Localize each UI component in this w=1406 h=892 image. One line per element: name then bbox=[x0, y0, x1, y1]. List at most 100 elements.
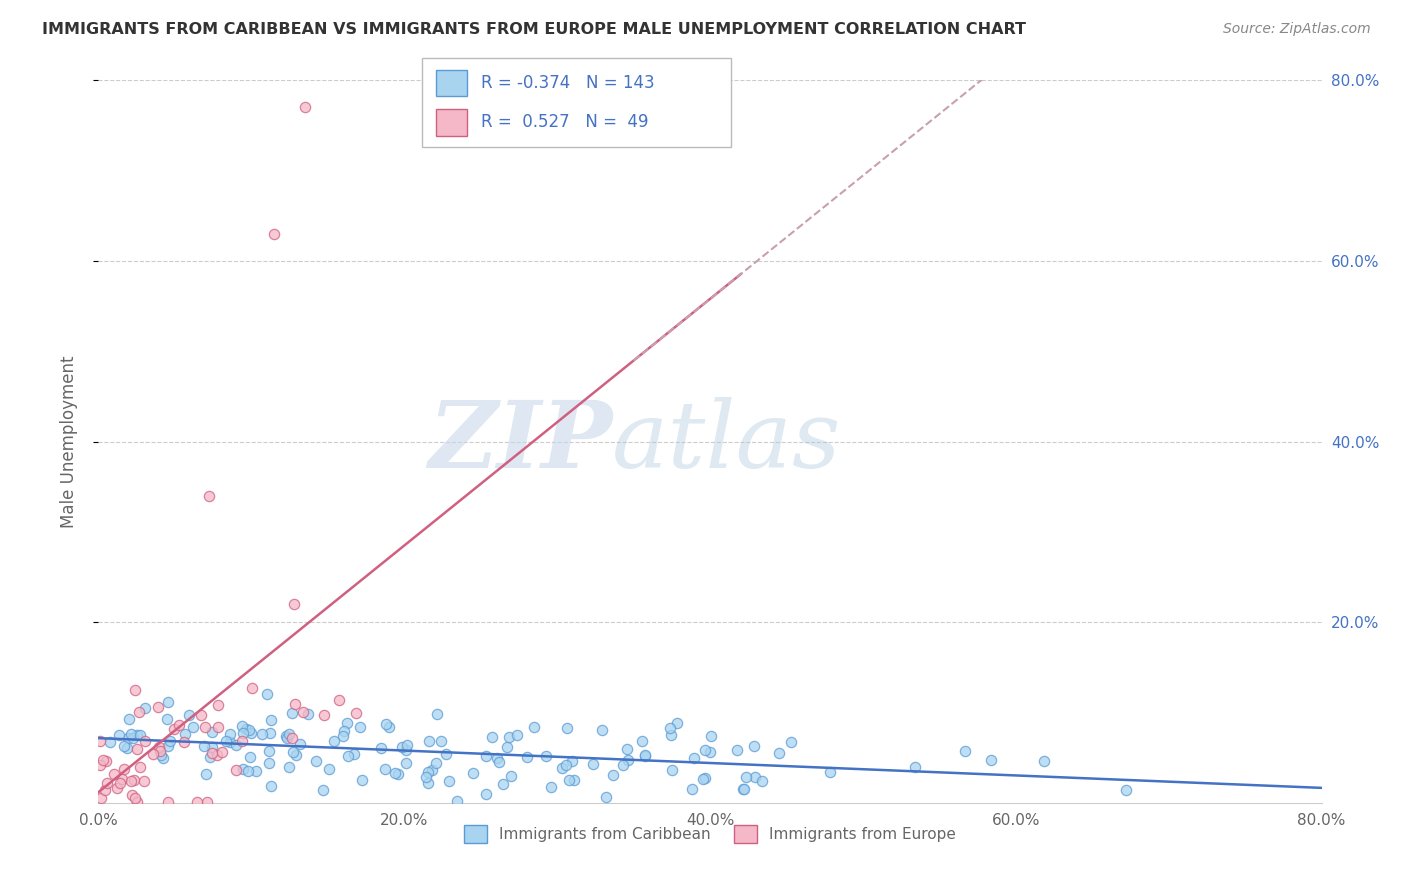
Text: R = -0.374   N = 143: R = -0.374 N = 143 bbox=[481, 74, 654, 92]
Point bbox=[129, 728, 152, 742]
Point bbox=[198, 750, 221, 764]
Point bbox=[201, 724, 224, 739]
Point bbox=[122, 772, 145, 787]
Point bbox=[734, 770, 756, 784]
Point bbox=[481, 730, 503, 744]
Point bbox=[156, 713, 179, 727]
Point bbox=[506, 728, 529, 742]
Point bbox=[278, 727, 301, 741]
Point bbox=[661, 763, 683, 777]
Point bbox=[318, 763, 340, 777]
Point bbox=[616, 753, 638, 767]
Point bbox=[173, 727, 195, 741]
Text: R =  0.527   N =  49: R = 0.527 N = 49 bbox=[481, 113, 648, 131]
Point bbox=[142, 747, 165, 762]
Point bbox=[103, 766, 125, 780]
Point bbox=[634, 748, 657, 763]
Point bbox=[215, 734, 238, 748]
Point bbox=[238, 723, 260, 737]
Point bbox=[312, 782, 335, 797]
Point bbox=[492, 776, 515, 790]
Point bbox=[659, 721, 682, 735]
Point bbox=[197, 489, 219, 503]
Point bbox=[903, 760, 925, 774]
Point bbox=[231, 719, 253, 733]
Point bbox=[205, 748, 228, 763]
Point bbox=[558, 773, 581, 788]
Point bbox=[117, 731, 139, 746]
Point bbox=[121, 731, 143, 745]
Point bbox=[731, 781, 754, 796]
Point bbox=[418, 764, 440, 779]
Point bbox=[156, 739, 179, 753]
Point bbox=[149, 744, 172, 758]
Point bbox=[659, 728, 682, 742]
Point bbox=[112, 762, 135, 776]
Point bbox=[631, 734, 654, 748]
Point bbox=[562, 772, 585, 787]
Point bbox=[108, 776, 131, 790]
Point bbox=[94, 783, 117, 797]
Point bbox=[195, 795, 218, 809]
Point bbox=[276, 731, 298, 745]
Point bbox=[124, 791, 146, 805]
Point bbox=[475, 788, 498, 802]
Point bbox=[699, 745, 721, 759]
Point bbox=[733, 781, 755, 796]
Point bbox=[146, 700, 169, 714]
Point bbox=[534, 749, 557, 764]
Point bbox=[259, 714, 281, 728]
Point bbox=[193, 739, 215, 753]
Point bbox=[107, 728, 129, 742]
Point bbox=[751, 773, 773, 788]
Point bbox=[488, 755, 510, 769]
Point bbox=[555, 758, 578, 772]
Point bbox=[498, 731, 520, 745]
Point bbox=[232, 763, 254, 777]
Point bbox=[186, 795, 208, 809]
Point bbox=[207, 698, 229, 713]
Point bbox=[768, 747, 790, 761]
Point bbox=[281, 731, 304, 745]
Point bbox=[284, 697, 307, 711]
Point bbox=[332, 729, 354, 743]
Point bbox=[336, 716, 359, 731]
Point bbox=[283, 597, 305, 611]
Point bbox=[416, 776, 439, 790]
Point bbox=[612, 757, 634, 772]
Point bbox=[121, 789, 143, 803]
Point bbox=[263, 227, 285, 241]
Point bbox=[955, 744, 977, 758]
Point bbox=[378, 720, 401, 734]
Point bbox=[485, 751, 508, 765]
Point bbox=[211, 745, 233, 759]
Point bbox=[89, 758, 111, 772]
Point bbox=[91, 753, 114, 767]
Point bbox=[278, 760, 301, 774]
Point bbox=[333, 723, 356, 738]
Point bbox=[344, 706, 367, 721]
Point bbox=[1033, 754, 1056, 768]
Point bbox=[225, 738, 247, 752]
Point bbox=[280, 706, 302, 720]
Point bbox=[201, 740, 224, 755]
Point bbox=[239, 726, 262, 740]
Point bbox=[148, 740, 170, 755]
Point bbox=[235, 723, 257, 737]
Point bbox=[430, 734, 453, 748]
Point bbox=[666, 715, 689, 730]
Point bbox=[426, 706, 449, 721]
Point bbox=[167, 718, 190, 732]
Point bbox=[128, 760, 150, 774]
Point bbox=[163, 722, 186, 736]
Legend: Immigrants from Caribbean, Immigrants from Europe: Immigrants from Caribbean, Immigrants fr… bbox=[458, 819, 962, 849]
Point bbox=[156, 795, 179, 809]
Point bbox=[391, 740, 413, 755]
Point bbox=[425, 756, 447, 770]
Point bbox=[156, 695, 179, 709]
Point bbox=[294, 100, 316, 114]
Point bbox=[387, 767, 409, 781]
Point bbox=[352, 772, 374, 787]
Text: ZIP: ZIP bbox=[427, 397, 612, 486]
Point bbox=[259, 743, 281, 757]
